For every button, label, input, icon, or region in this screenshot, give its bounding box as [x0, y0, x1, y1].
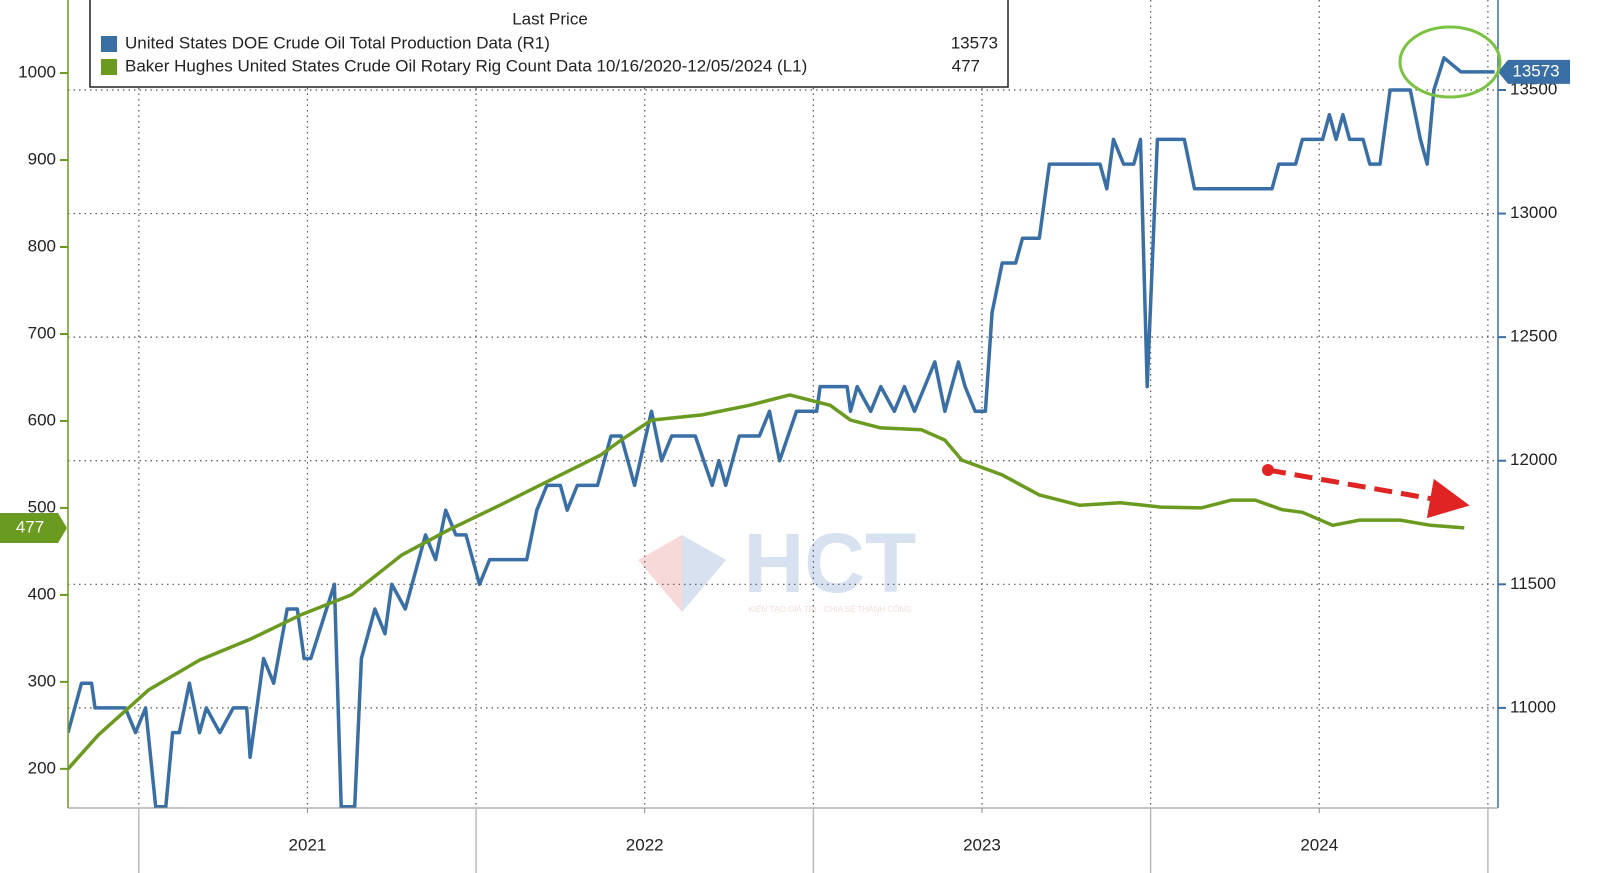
legend-label: Baker Hughes United States Crude Oil Rot… — [125, 56, 807, 75]
legend-title: Last Price — [512, 9, 588, 28]
y2-tick-label: 12500 — [1510, 327, 1557, 346]
watermark-text: HCT — [744, 516, 917, 610]
y2-tick-label: 13000 — [1510, 203, 1557, 222]
last-value-tag — [1498, 59, 1570, 84]
y-tick-label: 1000 — [18, 63, 56, 82]
legend-swatch — [101, 59, 117, 75]
watermark: HCT KIẾN TẠO GIÁ TRỊ - CHIA SẺ THÀNH CÔN… — [638, 516, 916, 614]
y-tick-label: 900 — [28, 150, 56, 169]
y-tick-label: 600 — [28, 410, 56, 429]
watermark-logo — [682, 535, 726, 612]
watermark-logo — [638, 535, 726, 612]
watermark-tagline: KIẾN TẠO GIÁ TRỊ - CHIA SẺ THÀNH CÔNG — [749, 604, 912, 614]
x-tick-label: 2022 — [626, 835, 664, 854]
y-tick-label: 300 — [28, 671, 56, 690]
legend-label: United States DOE Crude Oil Total Produc… — [125, 33, 550, 52]
x-tick-label: 2021 — [289, 835, 327, 854]
y-tick-label: 500 — [28, 497, 56, 516]
y2-tick-label: 11500 — [1510, 574, 1556, 593]
plot-area — [68, 56, 1495, 808]
trend-arrow-start — [1262, 464, 1274, 476]
y-tick-label: 800 — [28, 236, 56, 255]
y2-tick-label: 12000 — [1510, 450, 1557, 469]
legend-value: 13573 — [951, 33, 998, 52]
series-line — [68, 56, 1495, 808]
trend-arrow — [1267, 467, 1470, 519]
highlight-circle — [1398, 25, 1502, 99]
legend-swatch — [101, 36, 117, 52]
last-value-label: 477 — [16, 517, 44, 536]
last-value-label: 13573 — [1512, 61, 1559, 80]
legend: Last Price United States DOE Crude Oil T… — [89, 0, 1009, 88]
y-tick-label: 400 — [28, 584, 56, 603]
grid — [68, 0, 1498, 808]
series-line — [68, 393, 1465, 771]
x-tick-label: 2023 — [963, 835, 1001, 854]
y-tick-label: 700 — [28, 323, 56, 342]
legend-box — [89, 0, 1009, 88]
y2-tick-label: 11000 — [1510, 697, 1556, 716]
axes: 200 300 400 500 600 700 800 900 1000 11000 11500 12… — [0, 59, 1570, 873]
y2-tick-label: 13500 — [1510, 79, 1557, 98]
y-tick-label: 200 — [28, 758, 56, 777]
legend-value: 477 — [952, 56, 980, 75]
last-value-tag — [0, 512, 67, 543]
x-tick-label: 2024 — [1300, 835, 1338, 854]
